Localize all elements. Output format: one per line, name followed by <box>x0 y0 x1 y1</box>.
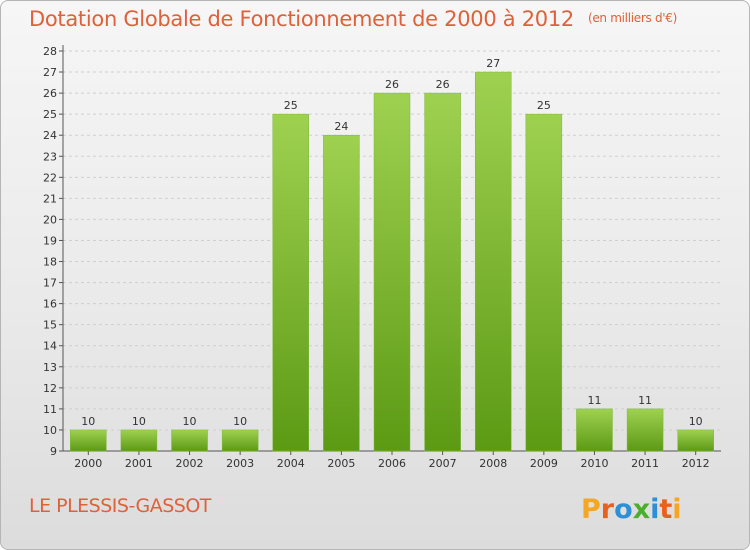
data-label-2004: 25 <box>284 99 298 112</box>
bar-2007 <box>424 92 461 452</box>
data-labels: 10 10 10 10 25 24 26 26 27 25 11 11 10 <box>81 57 702 428</box>
x-tick-label-2001: 2001 <box>125 457 153 470</box>
data-label-2002: 10 <box>183 415 197 428</box>
data-label-2009: 25 <box>537 99 551 112</box>
bar-2002 <box>171 429 208 452</box>
y-tick-labels: 9 10 11 12 13 14 15 16 17 18 19 20 21 22 23 24 25 26 27 28 <box>43 45 57 458</box>
y-tick-label: 9 <box>50 445 57 458</box>
bar-2009 <box>525 113 563 452</box>
logo-letter: i <box>672 494 681 525</box>
y-tick-label: 24 <box>43 129 57 142</box>
chart-title: Dotation Globale de Fonctionnement de 20… <box>29 7 677 31</box>
y-tick-label: 11 <box>43 403 57 416</box>
bar-2000 <box>70 429 107 452</box>
proxiti-logo-text: Proxiti <box>581 494 682 525</box>
logo-letter: P <box>581 494 601 525</box>
y-tick-label: 22 <box>43 171 57 184</box>
data-label-2010: 11 <box>587 394 601 407</box>
bar-2012 <box>677 429 714 452</box>
y-tick-label: 15 <box>43 319 57 332</box>
data-label-2007: 26 <box>436 78 450 91</box>
y-tick-label: 16 <box>43 298 57 311</box>
x-tick-label-2000: 2000 <box>74 457 102 470</box>
y-tick-label: 18 <box>43 256 57 269</box>
y-tick-label: 23 <box>43 150 57 163</box>
data-label-2008: 27 <box>486 57 500 70</box>
y-tick-label: 13 <box>43 361 57 374</box>
data-label-2005: 24 <box>334 120 348 133</box>
y-tick-label: 19 <box>43 234 57 247</box>
y-tick-label: 17 <box>43 277 57 290</box>
x-tick-label-2012: 2012 <box>682 457 710 470</box>
proxiti-logo: Proxiti <box>581 494 682 525</box>
x-tick-label-2009: 2009 <box>530 457 558 470</box>
logo-letter: i <box>650 494 659 525</box>
x-tick-label-2003: 2003 <box>226 457 254 470</box>
bar-2004 <box>272 113 310 452</box>
y-tick-label: 28 <box>43 45 57 58</box>
bar-2011 <box>626 408 664 452</box>
bar-2001 <box>120 429 158 452</box>
y-tick-label: 26 <box>43 87 57 100</box>
logo-letter: o <box>614 494 633 525</box>
bars <box>70 71 714 452</box>
bar-2006 <box>373 92 411 452</box>
x-tick-label-2006: 2006 <box>378 457 406 470</box>
data-label-2012: 10 <box>689 415 703 428</box>
x-tick-label-2007: 2007 <box>429 457 457 470</box>
y-tick-label: 21 <box>43 192 57 205</box>
data-label-2006: 26 <box>385 78 399 91</box>
y-tick-label: 12 <box>43 382 57 395</box>
chart-unit: (en milliers d'€) <box>587 11 677 25</box>
logo-letter: x <box>633 494 650 525</box>
y-tick-label: 27 <box>43 66 57 79</box>
y-tick-label: 10 <box>43 424 57 437</box>
logo-letter: t <box>659 494 672 525</box>
logo-letter: r <box>601 494 615 525</box>
bar-2008 <box>474 71 512 452</box>
bar-2005 <box>323 134 360 452</box>
y-tick-label: 25 <box>43 108 57 121</box>
x-tick-label-2008: 2008 <box>479 457 507 470</box>
x-tick-label-2011: 2011 <box>631 457 659 470</box>
x-tick-label-2002: 2002 <box>176 457 204 470</box>
commune-name: LE PLESSIS-GASSOT <box>29 495 211 517</box>
data-label-2001: 10 <box>132 415 146 428</box>
chart-title-text: Dotation Globale de Fonctionnement de 20… <box>29 7 574 31</box>
bar-chart: 10 10 10 10 25 24 26 26 27 25 11 11 10 9 10 11 12 13 14 15… <box>43 45 721 470</box>
y-tick-label: 14 <box>43 340 57 353</box>
x-tick-labels: 2000 2001 2002 2003 2004 2005 2006 2007 2008 2009… <box>74 457 709 470</box>
x-tick-label-2005: 2005 <box>327 457 355 470</box>
data-label-2000: 10 <box>81 415 95 428</box>
data-label-2003: 10 <box>233 415 247 428</box>
y-tick-label: 20 <box>43 213 57 226</box>
data-label-2011: 11 <box>638 394 652 407</box>
x-tick-label-2010: 2010 <box>580 457 608 470</box>
bar-2003 <box>221 429 259 452</box>
bar-2010 <box>576 408 613 452</box>
x-tick-label-2004: 2004 <box>277 457 305 470</box>
